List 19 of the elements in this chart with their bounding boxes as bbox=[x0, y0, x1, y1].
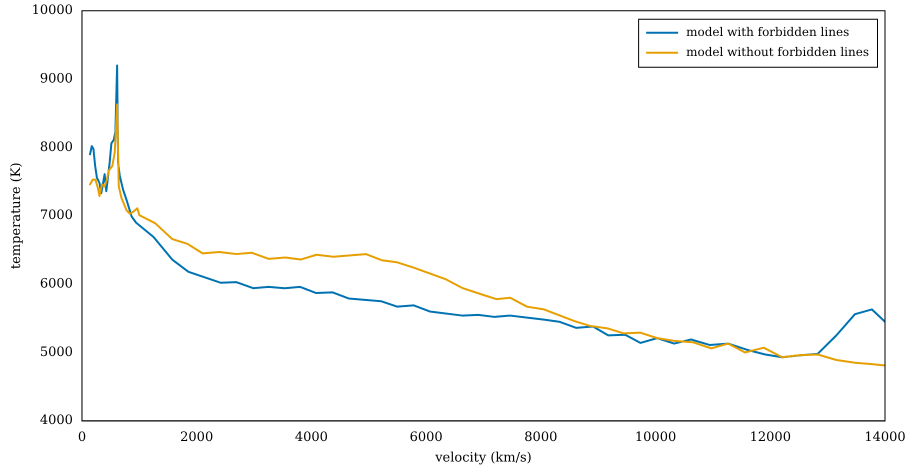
x-tick-label: 12000 bbox=[750, 430, 791, 445]
x-tick-label: 14000 bbox=[864, 430, 906, 445]
x-tick-label: 0 bbox=[78, 430, 86, 445]
y-tick-label: 5000 bbox=[40, 344, 73, 360]
x-tick-label: 6000 bbox=[410, 430, 443, 445]
y-tick-label: 7000 bbox=[40, 208, 73, 224]
x-tick-label: 2000 bbox=[180, 430, 214, 445]
y-axis-title: temperature (K) bbox=[9, 162, 24, 270]
x-axis-title: velocity (km/s) bbox=[434, 450, 532, 466]
y-tick-label: 8000 bbox=[40, 140, 73, 155]
legend-label: model without forbidden lines bbox=[686, 44, 870, 59]
legend-label: model with forbidden lines bbox=[686, 24, 850, 39]
y-tick-label: 6000 bbox=[40, 276, 73, 292]
y-tick-label: 9000 bbox=[40, 72, 73, 87]
y-tick-label: 4000 bbox=[40, 413, 73, 428]
y-tick-label: 10000 bbox=[32, 3, 73, 18]
x-tick-label: 4000 bbox=[294, 430, 328, 445]
x-tick-label: 8000 bbox=[524, 430, 558, 445]
x-tick-label: 10000 bbox=[634, 430, 676, 445]
